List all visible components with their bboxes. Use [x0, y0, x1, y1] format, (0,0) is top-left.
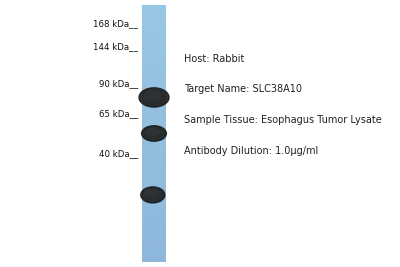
Text: 65 kDa__: 65 kDa__	[99, 109, 138, 118]
Ellipse shape	[146, 128, 160, 135]
Text: Sample Tissue: Esophagus Tumor Lysate: Sample Tissue: Esophagus Tumor Lysate	[184, 115, 382, 125]
Text: 40 kDa__: 40 kDa__	[99, 149, 138, 158]
Ellipse shape	[145, 190, 158, 196]
Ellipse shape	[141, 187, 165, 203]
Ellipse shape	[142, 126, 166, 141]
Text: Host: Rabbit: Host: Rabbit	[184, 54, 244, 64]
Text: 144 kDa__: 144 kDa__	[93, 42, 138, 51]
Ellipse shape	[144, 91, 161, 99]
Text: Antibody Dilution: 1.0µg/ml: Antibody Dilution: 1.0µg/ml	[184, 146, 318, 156]
Ellipse shape	[139, 88, 169, 107]
Text: Target Name: SLC38A10: Target Name: SLC38A10	[184, 84, 302, 95]
Text: 168 kDa__: 168 kDa__	[93, 19, 138, 29]
Text: 90 kDa__: 90 kDa__	[99, 80, 138, 89]
